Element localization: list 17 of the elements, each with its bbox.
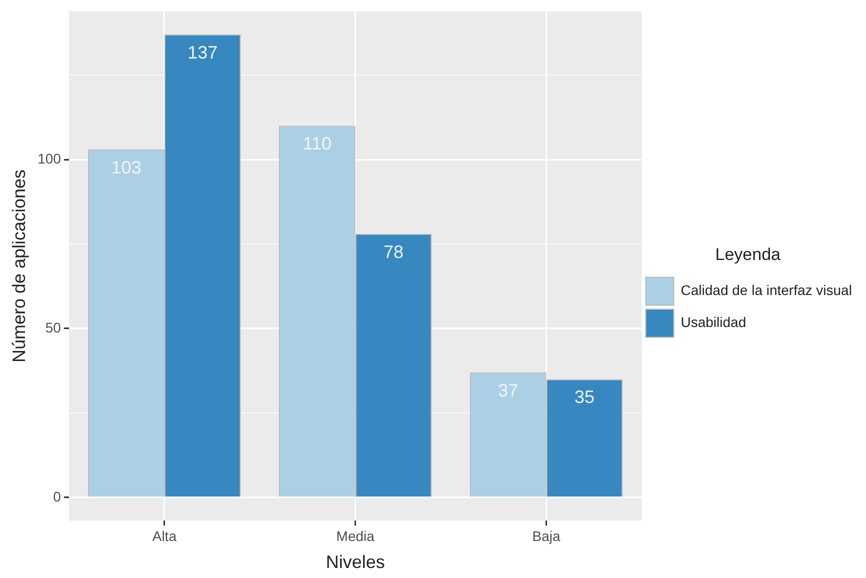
x-axis-title: Niveles	[326, 552, 385, 572]
data-label: 110	[302, 134, 332, 154]
data-label: 37	[498, 380, 518, 400]
data-label: 137	[188, 42, 218, 63]
legend-title: Leyenda	[715, 244, 782, 264]
legend-label: Usabilidad	[680, 314, 746, 330]
x-tick-label: Baja	[532, 528, 561, 544]
data-label: 35	[574, 387, 594, 408]
data-label: 78	[384, 242, 404, 262]
y-axis-title: Número de aplicaciones	[8, 169, 29, 363]
x-tick-label: Alta	[152, 528, 177, 544]
y-tick-label: 50	[45, 319, 62, 336]
x-tick-label: Media	[336, 528, 375, 544]
y-tick-label: 100	[38, 150, 62, 166]
y-tick-label: 0	[53, 488, 62, 504]
legend-label: Calidad de la interfaz visual	[680, 282, 852, 298]
data-label: 103	[111, 157, 142, 178]
